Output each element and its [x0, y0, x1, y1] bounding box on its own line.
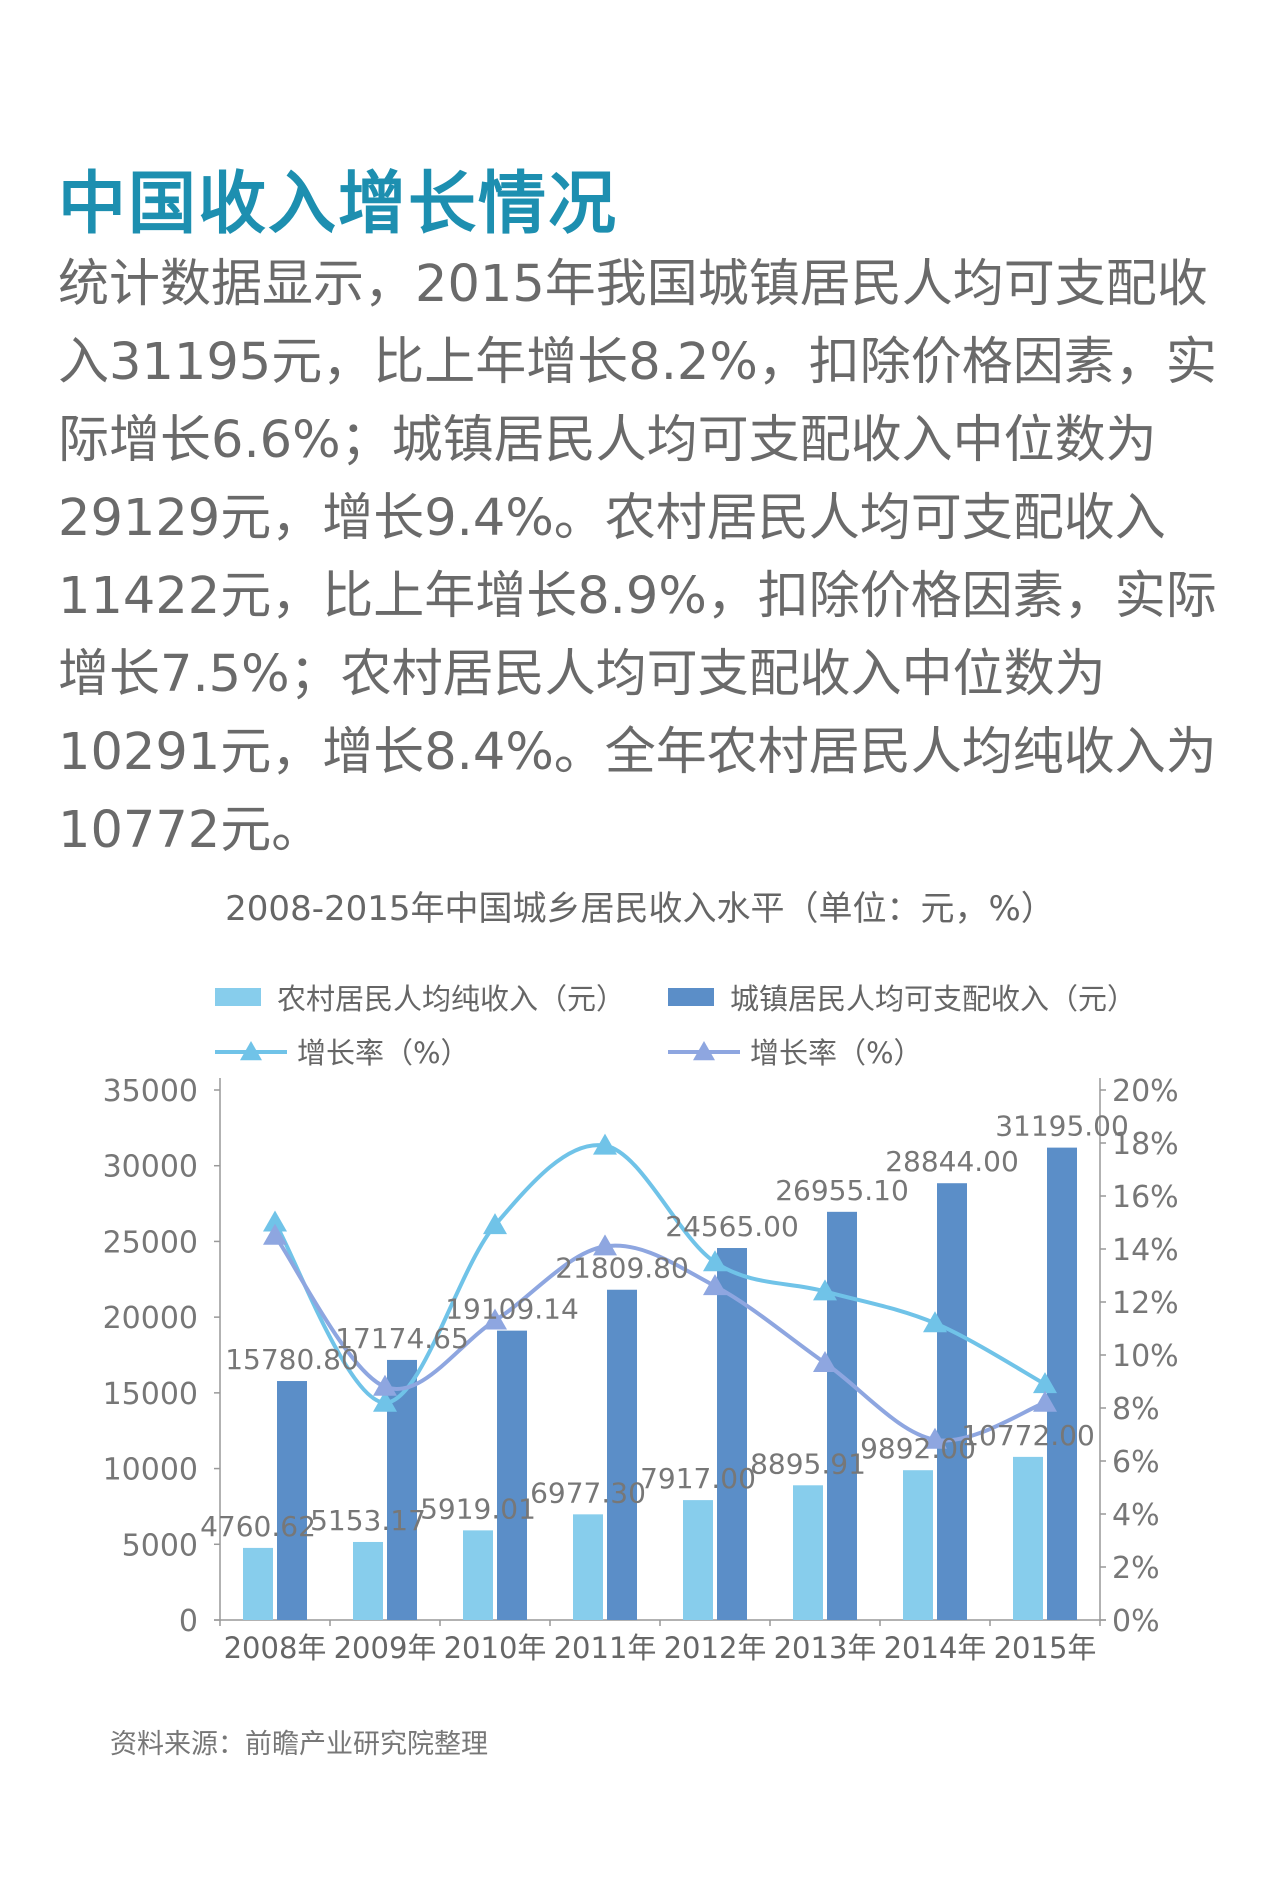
y-tick-label: 35000 — [103, 1074, 198, 1109]
x-tick-label: 2013年 — [774, 1631, 877, 1665]
y2-tick-label: 0% — [1112, 1604, 1160, 1639]
page-title: 中国收入增长情况 — [58, 165, 619, 244]
growth-rate-marker — [483, 1213, 507, 1235]
growth-rate-marker — [593, 1133, 617, 1155]
rural-income-bar — [573, 1514, 603, 1620]
y2-tick-label: 16% — [1112, 1180, 1179, 1215]
legend-label: 增长率（%） — [750, 1036, 923, 1070]
rural-income-label: 6977.30 — [530, 1476, 646, 1509]
urban-income-label: 31195.00 — [995, 1110, 1129, 1143]
growth-rate-marker — [373, 1390, 397, 1412]
chart-bars — [243, 1147, 1077, 1620]
y-tick-label: 15000 — [103, 1377, 198, 1412]
urban-income-bar — [607, 1289, 637, 1620]
rural-income-bar — [683, 1500, 713, 1620]
urban-income-label: 19109.14 — [445, 1293, 579, 1326]
growth-rate-marker — [263, 1223, 287, 1245]
rural-income-label: 10772.00 — [961, 1419, 1095, 1452]
legend-label: 增长率（%） — [297, 1036, 470, 1070]
legend-swatch — [215, 988, 261, 1006]
urban-income-label: 15780.80 — [225, 1343, 359, 1376]
rural-income-label: 4760.62 — [200, 1510, 316, 1543]
urban-income-bar — [717, 1248, 747, 1620]
urban-income-label: 21809.80 — [555, 1252, 689, 1285]
y2-tick-label: 10% — [1112, 1339, 1179, 1374]
urban-income-label: 26955.10 — [775, 1174, 909, 1207]
growth-rate-marker — [813, 1350, 837, 1372]
y2-tick-label: 12% — [1112, 1286, 1179, 1321]
chart-title: 2008-2015年中国城乡居民收入水平（单位：元，%） — [225, 889, 1055, 929]
x-tick-label: 2010年 — [444, 1631, 547, 1665]
legend-label: 城镇居民人均可支配收入（元） — [730, 982, 1136, 1016]
chart-data-labels: 4760.625153.175919.016977.307917.008895.… — [200, 1110, 1129, 1543]
x-tick-label: 2014年 — [884, 1631, 987, 1665]
growth-rate-marker — [1033, 1390, 1057, 1412]
rural-income-label: 5919.01 — [420, 1492, 536, 1525]
x-tick-label: 2011年 — [554, 1631, 657, 1665]
legend-label: 农村居民人均纯收入（元） — [277, 982, 625, 1016]
y2-tick-label: 4% — [1112, 1498, 1160, 1533]
source-note: 资料来源：前瞻产业研究院整理 — [110, 1729, 488, 1760]
y-tick-label: 20000 — [103, 1301, 198, 1336]
urban-income-label: 24565.00 — [665, 1210, 799, 1243]
growth-rate-marker — [923, 1427, 947, 1449]
urban-income-label: 28844.00 — [885, 1145, 1019, 1178]
y-tick-label: 30000 — [103, 1150, 198, 1185]
growth-rate-marker — [483, 1308, 507, 1330]
urban-income-bar — [937, 1183, 967, 1620]
growth-rate-marker — [593, 1234, 617, 1256]
growth-rate-marker — [263, 1210, 287, 1232]
y2-tick-label: 2% — [1112, 1551, 1160, 1586]
y-tick-label: 10000 — [103, 1453, 198, 1488]
chart-lines — [263, 1133, 1057, 1449]
rural-income-label: 9892.00 — [860, 1432, 976, 1465]
growth-rate-marker — [813, 1279, 837, 1301]
x-tick-label: 2015年 — [994, 1631, 1097, 1665]
urban-income-bar — [497, 1330, 527, 1620]
rural-income-bar — [1013, 1456, 1043, 1620]
y2-tick-label: 18% — [1112, 1127, 1179, 1162]
urban-income-bar — [387, 1359, 417, 1620]
summary-paragraph: 统计数据显示，2015年我国城镇居民人均可支配收入31195元，比上年增长8.2… — [58, 255, 1217, 860]
rural-income-bar — [903, 1470, 933, 1620]
rural-income-label: 7917.00 — [640, 1462, 756, 1495]
growth-rate-marker — [373, 1374, 397, 1396]
urban-income-bar — [277, 1381, 307, 1620]
growth-rate-marker — [1033, 1372, 1057, 1394]
chart-axes: 35000 30000 25000 20000 15000 10000 5000 0 20% 18… — [103, 1074, 1179, 1665]
rural-income-label: 8895.91 — [750, 1447, 866, 1480]
y-tick-label: 25000 — [103, 1225, 198, 1260]
growth-rate-marker — [923, 1311, 947, 1333]
legend-marker — [240, 1041, 262, 1061]
urban-income-bar — [827, 1211, 857, 1620]
y2-tick-label: 6% — [1112, 1445, 1160, 1480]
urban-income-label: 17174.65 — [335, 1322, 469, 1355]
y-tick-label: 5000 — [122, 1528, 198, 1563]
growth-rate-marker — [703, 1250, 727, 1272]
rural-income-bar — [793, 1485, 823, 1620]
rural-income-bar — [463, 1530, 493, 1620]
x-tick-label: 2008年 — [224, 1631, 327, 1665]
y2-tick-label: 20% — [1112, 1074, 1179, 1109]
growth-rate-marker — [703, 1274, 727, 1296]
legend-marker — [693, 1041, 715, 1061]
chart-legend: 农村居民人均纯收入（元） 城镇居民人均可支配收入（元） 增长率（%） 增长率（%） — [215, 982, 1136, 1070]
y2-tick-label: 14% — [1112, 1233, 1179, 1268]
x-tick-label: 2012年 — [664, 1631, 767, 1665]
rural-income-label: 5153.17 — [310, 1504, 426, 1537]
x-tick-label: 2009年 — [334, 1631, 437, 1665]
y2-tick-label: 8% — [1112, 1392, 1160, 1427]
urban-income-bar — [1047, 1147, 1077, 1620]
rural-income-bar — [243, 1547, 273, 1620]
rural-income-bar — [353, 1541, 383, 1620]
legend-swatch — [668, 988, 714, 1006]
y-tick-label: 0 — [179, 1604, 198, 1639]
income-chart: 2008-2015年中国城乡居民收入水平（单位：元，%） 农村居民人均纯收入（元… — [103, 889, 1179, 1665]
